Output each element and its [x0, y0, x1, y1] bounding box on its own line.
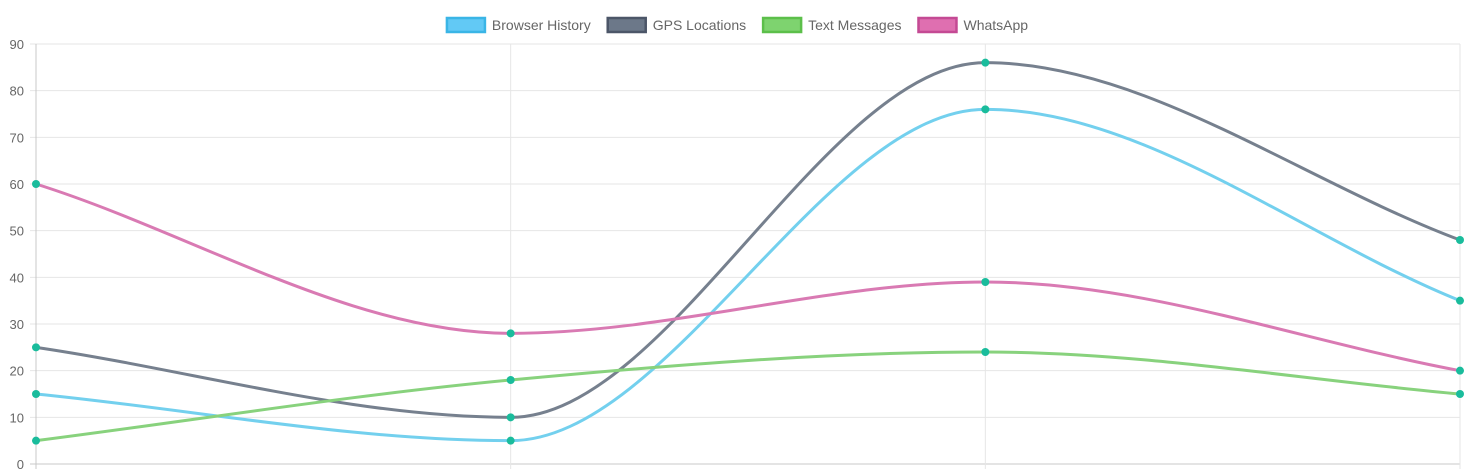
- legend-label: Text Messages: [808, 17, 901, 33]
- y-tick-label: 60: [10, 177, 24, 192]
- legend-label: GPS Locations: [653, 17, 746, 33]
- data-point-gps-locations[interactable]: [506, 413, 515, 422]
- data-point-whatsapp[interactable]: [506, 329, 515, 338]
- legend-item-text-messages[interactable]: Text Messages: [761, 16, 901, 34]
- data-point-whatsapp[interactable]: [1456, 366, 1464, 375]
- grid-lines: [30, 43, 1461, 469]
- legend-label: WhatsApp: [963, 17, 1028, 33]
- legend-item-browser-history[interactable]: Browser History: [445, 16, 591, 34]
- y-tick-label: 10: [10, 410, 24, 425]
- y-tick-label: 40: [10, 270, 24, 285]
- legend-swatch: [917, 16, 958, 34]
- legend[interactable]: Browser History GPS Locations Text Message…: [445, 16, 1028, 34]
- series-line-text-messages: [34, 350, 1462, 443]
- data-point-text-messages[interactable]: [506, 376, 515, 384]
- data-point-text-messages[interactable]: [981, 348, 990, 356]
- series-line-gps-locations: [34, 61, 1462, 419]
- y-tick-label: 30: [10, 317, 24, 332]
- series-line-browser-history: [34, 107, 1462, 443]
- data-point-text-messages[interactable]: [1456, 390, 1464, 398]
- data-point-browser-history[interactable]: [32, 390, 40, 398]
- series-lines: [34, 61, 1462, 443]
- legend-item-whatsapp[interactable]: WhatsApp: [917, 16, 1028, 34]
- y-axis-ticks: 0 10 20 30 40 50 60 70 80 90: [10, 37, 24, 469]
- legend-label: Browser History: [492, 17, 591, 33]
- y-tick-label: 50: [10, 224, 24, 239]
- legend-swatch: [445, 16, 487, 34]
- y-tick-label: 70: [10, 130, 24, 145]
- y-tick-label: 80: [10, 84, 24, 99]
- data-point-whatsapp[interactable]: [981, 278, 990, 286]
- y-tick-label: 90: [10, 37, 24, 52]
- data-points: [32, 58, 1464, 445]
- data-point-text-messages[interactable]: [32, 436, 40, 445]
- data-point-gps-locations[interactable]: [981, 58, 990, 67]
- legend-swatch: [606, 16, 647, 34]
- data-point-gps-locations[interactable]: [32, 343, 40, 352]
- data-point-browser-history[interactable]: [506, 436, 515, 445]
- legend-swatch: [761, 16, 803, 34]
- data-point-whatsapp[interactable]: [32, 180, 40, 188]
- series-line-whatsapp: [34, 182, 1462, 373]
- data-point-browser-history[interactable]: [981, 105, 990, 114]
- y-tick-label: 0: [17, 457, 24, 469]
- data-point-gps-locations[interactable]: [1456, 236, 1464, 244]
- legend-item-gps-locations[interactable]: GPS Locations: [606, 16, 746, 34]
- y-tick-label: 20: [10, 364, 24, 379]
- data-point-browser-history[interactable]: [1456, 296, 1464, 305]
